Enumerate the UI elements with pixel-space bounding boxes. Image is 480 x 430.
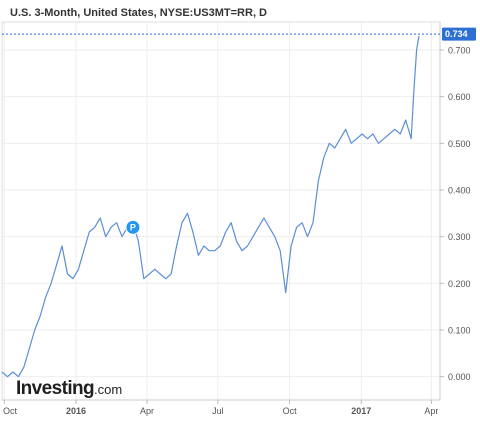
investing-logo: Investing.com <box>16 378 122 399</box>
y-tick-label: 0.000 <box>448 372 471 382</box>
y-tick-label: 0.100 <box>448 326 471 336</box>
x-tick-label: Jul <box>212 406 224 416</box>
x-tick-label: Apr <box>140 406 154 416</box>
x-tick-label: Apr <box>424 406 438 416</box>
y-tick-label: 0.700 <box>448 46 471 56</box>
logo-word: Investing <box>16 378 94 399</box>
last-price-label-bg <box>442 27 476 41</box>
logo-suffix: .com <box>94 382 122 397</box>
x-tick-label: 2016 <box>66 406 86 416</box>
x-tick-label: Oct <box>3 406 18 416</box>
series-line[interactable] <box>1 35 420 378</box>
last-price-label: 0.734 <box>442 27 476 41</box>
y-tick-label: 0.600 <box>448 92 471 102</box>
y-tick-label: 0.500 <box>448 139 471 149</box>
y-axis: 0.000 0.100 0.200 0.300 0.400 0.500 0.600 0.700 <box>440 46 471 382</box>
marker-label: P <box>130 223 136 233</box>
y-tick-label: 0.200 <box>448 279 471 289</box>
x-tick-label: Oct <box>283 406 298 416</box>
chart-title: U.S. 3-Month, United States, NYSE:US3MT=… <box>10 7 267 19</box>
logo-text: Investing.com <box>16 378 122 399</box>
annotation-marker[interactable]: P <box>125 219 141 235</box>
x-axis: Oct 2016 Apr Jul Oct 2017 Apr <box>3 400 438 416</box>
grid <box>2 22 440 400</box>
y-tick-label: 0.300 <box>448 232 471 242</box>
x-tick-label: 2017 <box>351 406 371 416</box>
last-price-label-text: 0.734 <box>445 29 468 39</box>
y-tick-label: 0.400 <box>448 186 471 196</box>
marker-circle <box>125 219 141 235</box>
